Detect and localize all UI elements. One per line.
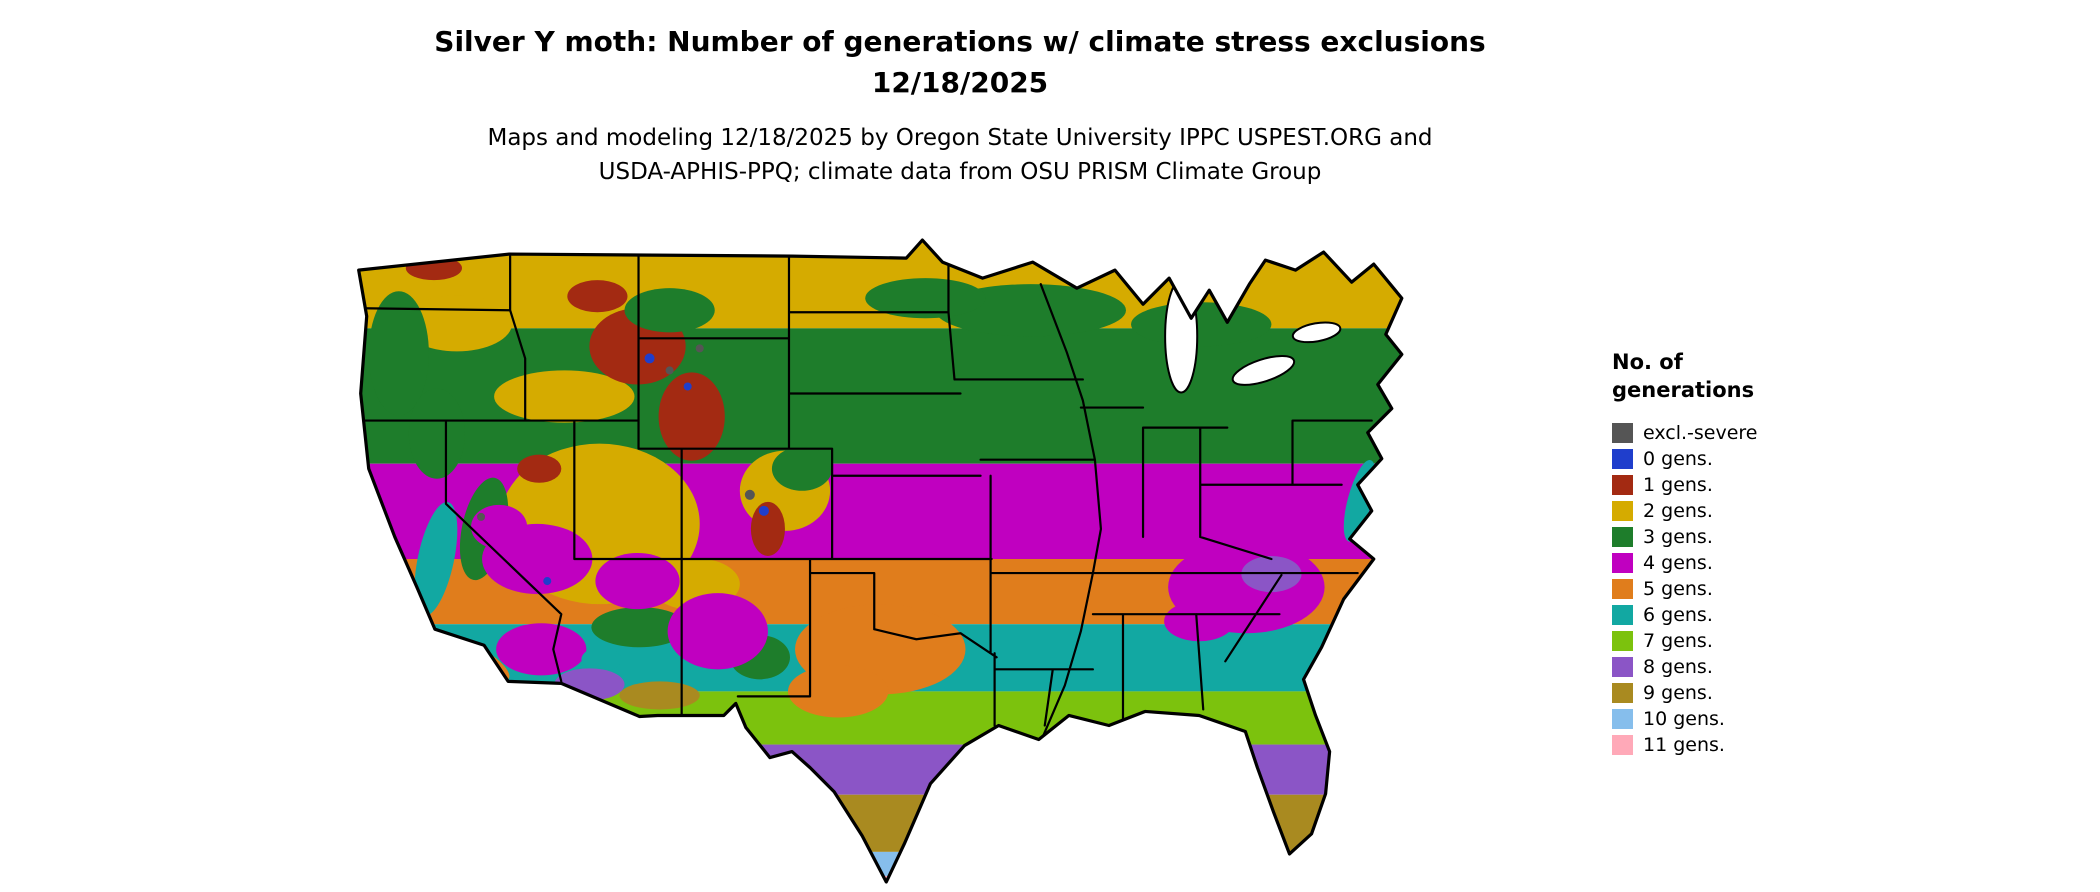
legend-title-line-1: No. of <box>1612 350 1683 374</box>
legend-item-label: 2 gens. <box>1643 499 1713 522</box>
legend-item: 1 gens. <box>1612 472 1942 498</box>
speck <box>683 382 692 391</box>
band-9-gens <box>358 794 1402 852</box>
legend-item-label: 6 gens. <box>1643 603 1713 626</box>
legend-swatch <box>1612 552 1633 573</box>
legend-item-label: 0 gens. <box>1643 447 1713 470</box>
legend-swatch <box>1612 656 1633 677</box>
legend-item: 0 gens. <box>1612 446 1942 472</box>
subtitle-line-1: Maps and modeling 12/18/2025 by Oregon S… <box>487 125 1433 151</box>
legend-swatch <box>1612 448 1633 469</box>
title-line-2: 12/18/2025 <box>871 65 1049 99</box>
legend-item-label: 11 gens. <box>1643 733 1725 756</box>
patch <box>667 593 768 670</box>
legend-item: 10 gens. <box>1612 706 1942 732</box>
patch <box>567 280 628 313</box>
legend-item: 3 gens. <box>1612 524 1942 550</box>
map-legend: No. of generations excl.-severe 0 gens. … <box>1612 348 1942 758</box>
patch <box>471 504 528 549</box>
lake-erie <box>1231 354 1296 386</box>
legend-items: excl.-severe 0 gens. 1 gens. 2 gens. 3 g… <box>1612 420 1942 758</box>
band-10-gens <box>358 851 1402 876</box>
legend-item: 4 gens. <box>1612 550 1942 576</box>
patch <box>787 665 889 718</box>
speck <box>758 505 769 516</box>
legend-swatch <box>1612 474 1633 495</box>
legend-swatch <box>1612 526 1633 547</box>
legend-item-label: 3 gens. <box>1643 525 1713 548</box>
patch <box>771 446 833 491</box>
us-generations-map <box>338 228 1583 890</box>
legend-swatch <box>1612 500 1633 521</box>
legend-swatch <box>1612 630 1633 651</box>
legend-item: 6 gens. <box>1612 602 1942 628</box>
speck <box>644 353 655 364</box>
patch <box>619 681 700 710</box>
patch <box>865 278 986 319</box>
legend-item-label: 1 gens. <box>1643 473 1713 496</box>
title-line-1: Silver Y moth: Number of generations w/ … <box>434 25 1486 58</box>
legend-item: 7 gens. <box>1612 628 1942 654</box>
subtitle-line-2: USDA-APHIS-PPQ; climate data from OSU PR… <box>598 158 1322 185</box>
patch <box>368 291 429 416</box>
us-outline <box>357 238 1404 884</box>
legend-item: 8 gens. <box>1612 654 1942 680</box>
legend-item: 9 gens. <box>1612 680 1942 706</box>
legend-item-label: 7 gens. <box>1643 629 1713 652</box>
patch <box>595 552 680 610</box>
patch <box>581 647 622 672</box>
patch <box>496 623 587 676</box>
patch <box>517 454 562 483</box>
legend-item-label: 9 gens. <box>1643 681 1713 704</box>
speck <box>477 512 486 521</box>
patch <box>494 370 635 423</box>
speck <box>744 489 755 500</box>
legend-swatch <box>1612 682 1633 703</box>
legend-item: 5 gens. <box>1612 576 1942 602</box>
band-11-gens <box>358 875 1402 882</box>
patch-central-valley <box>414 501 458 617</box>
patch <box>1164 601 1235 642</box>
patch <box>591 607 688 648</box>
patch <box>1131 302 1272 347</box>
lake-ontario <box>1291 321 1342 344</box>
speck <box>665 366 674 375</box>
legend-swatch <box>1612 422 1633 443</box>
west-mottling-layer <box>368 256 1376 718</box>
patch <box>624 288 715 333</box>
legend-item: 2 gens. <box>1612 498 1942 524</box>
patch <box>658 372 725 461</box>
band-7-gens <box>358 691 1402 745</box>
legend-item-label: 4 gens. <box>1643 551 1713 574</box>
us-map-svg <box>357 238 1404 884</box>
speck <box>543 577 552 586</box>
legend-title-line-2: generations <box>1612 378 1755 403</box>
legend-swatch <box>1612 734 1633 755</box>
legend-item-label: 5 gens. <box>1643 577 1713 600</box>
legend-item-label: excl.-severe <box>1643 421 1758 444</box>
map-subtitle: Maps and modeling 12/18/2025 by Oregon S… <box>0 122 1920 190</box>
legend-item: excl.-severe <box>1612 420 1942 446</box>
map-fill-layer <box>358 240 1402 882</box>
legend-item-label: 8 gens. <box>1643 655 1713 678</box>
legend-title: No. of generations <box>1612 348 1942 405</box>
legend-swatch <box>1612 604 1633 625</box>
legend-item: 11 gens. <box>1612 732 1942 758</box>
legend-swatch <box>1612 708 1633 729</box>
map-title: Silver Y moth: Number of generations w/ … <box>0 22 1920 103</box>
speck <box>695 344 704 353</box>
legend-item-label: 10 gens. <box>1643 707 1725 730</box>
patch <box>750 501 785 556</box>
legend-swatch <box>1612 578 1633 599</box>
patch <box>408 388 466 479</box>
